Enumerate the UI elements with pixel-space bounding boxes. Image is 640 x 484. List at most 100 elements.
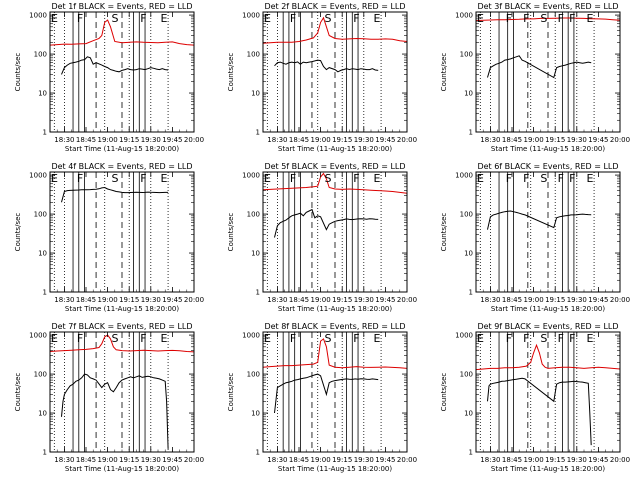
x-axis-label: Start Time (11-Aug-15 18:20:00): [278, 465, 392, 473]
y-tick-label: 1000: [29, 172, 47, 180]
x-axis-label: Start Time (11-Aug-15 18:20:00): [491, 305, 605, 313]
chart-title: Det 8f BLACK = Events, RED = LLD: [264, 322, 405, 331]
x-tick-label: 19:45: [588, 296, 608, 304]
chart-plot-area: [263, 332, 407, 452]
chart-plot-area: [263, 12, 407, 132]
flag-label-e: E: [160, 332, 167, 345]
y-tick-label: 10: [38, 250, 47, 258]
x-tick-label: 19:30: [354, 296, 374, 304]
lld-series-line: [263, 172, 407, 194]
events-series-line: [487, 377, 592, 446]
flag-label-f: F: [290, 332, 296, 345]
x-tick-label: 19:15: [545, 136, 565, 144]
y-tick-label: 10: [38, 90, 47, 98]
flag-label-f: F: [140, 172, 146, 185]
flag-label-f: F: [140, 12, 146, 25]
y-tick-label: 1: [469, 129, 473, 137]
events-series-line: [61, 56, 169, 75]
x-axis-label: Start Time (11-Aug-15 18:20:00): [278, 305, 392, 313]
x-tick-label: 20:00: [397, 296, 417, 304]
y-tick-label: 100: [34, 51, 47, 59]
flag-label-f: F: [558, 12, 564, 25]
flag-label-e: E: [477, 12, 484, 25]
x-axis-label: Start Time (11-Aug-15 18:20:00): [65, 465, 179, 473]
x-tick-label: 19:00: [98, 456, 118, 464]
chart-plot-area: [53, 172, 169, 292]
y-axis-label: Counts/sec: [227, 213, 235, 252]
y-tick-label: 10: [464, 90, 473, 98]
x-tick-label: 18:30: [54, 136, 74, 144]
x-tick-label: 19:30: [567, 296, 587, 304]
x-tick-label: 18:45: [502, 136, 522, 144]
x-tick-label: 18:30: [267, 296, 287, 304]
x-tick-label: 19:00: [311, 456, 331, 464]
y-tick-label: 10: [251, 250, 260, 258]
y-tick-label: 1000: [242, 332, 260, 340]
flag-label-s: S: [540, 332, 547, 345]
x-tick-label: 20:00: [610, 456, 630, 464]
x-tick-label: 19:15: [332, 456, 352, 464]
x-tick-label: 18:30: [267, 456, 287, 464]
y-tick-label: 100: [247, 51, 260, 59]
flag-label-f: F: [558, 332, 564, 345]
flag-label-f: F: [353, 332, 359, 345]
x-tick-label: 19:45: [162, 136, 182, 144]
x-tick-label: 18:45: [289, 296, 309, 304]
flag-label-e: E: [51, 332, 58, 345]
x-axis-label: Start Time (11-Aug-15 18:20:00): [491, 465, 605, 473]
flag-label-e: E: [264, 12, 271, 25]
flag-label-f: F: [558, 172, 564, 185]
x-tick-label: 20:00: [184, 456, 204, 464]
y-tick-label: 100: [34, 211, 47, 219]
flag-label-f: F: [506, 332, 512, 345]
x-tick-label: 18:30: [480, 136, 500, 144]
y-tick-label: 10: [251, 410, 260, 418]
x-tick-label: 18:45: [502, 456, 522, 464]
flag-label-f: F: [353, 12, 359, 25]
x-tick-label: 18:45: [289, 456, 309, 464]
lld-series-line: [476, 17, 620, 22]
y-tick-label: 10: [38, 410, 47, 418]
flag-label-f: F: [290, 12, 296, 25]
y-tick-label: 100: [34, 371, 47, 379]
x-tick-label: 18:45: [76, 296, 96, 304]
x-tick-label: 19:15: [119, 136, 139, 144]
y-tick-label: 1: [43, 449, 47, 457]
y-tick-label: 100: [460, 371, 473, 379]
chart-title: Det 6f BLACK = Events, RED = LLD: [477, 162, 618, 171]
y-axis-label: Counts/sec: [440, 53, 448, 92]
x-tick-label: 19:15: [545, 296, 565, 304]
x-tick-label: 18:30: [54, 296, 74, 304]
x-tick-label: 18:30: [480, 456, 500, 464]
flag-label-s: S: [111, 12, 118, 25]
flag-label-s: S: [540, 12, 547, 25]
x-tick-label: 18:45: [76, 136, 96, 144]
x-axis-label: Start Time (11-Aug-15 18:20:00): [491, 145, 605, 153]
x-tick-label: 19:00: [311, 136, 331, 144]
x-tick-label: 19:00: [524, 136, 544, 144]
flag-label-e: E: [51, 12, 58, 25]
x-tick-label: 19:00: [98, 296, 118, 304]
x-tick-label: 19:15: [119, 296, 139, 304]
x-tick-label: 19:45: [162, 456, 182, 464]
y-tick-label: 1000: [242, 172, 260, 180]
flag-label-e: E: [373, 172, 380, 185]
x-tick-label: 20:00: [397, 136, 417, 144]
flag-label-f: F: [523, 12, 529, 25]
flag-label-s: S: [324, 12, 331, 25]
y-tick-label: 1: [256, 129, 260, 137]
chart-plot-area: [263, 172, 407, 292]
y-tick-label: 1000: [455, 172, 473, 180]
x-tick-label: 19:30: [567, 136, 587, 144]
y-tick-label: 1: [43, 289, 47, 297]
x-tick-label: 18:30: [480, 296, 500, 304]
x-tick-label: 18:45: [502, 296, 522, 304]
lld-series-line: [50, 19, 194, 46]
flag-label-e: E: [160, 12, 167, 25]
x-tick-label: 19:15: [332, 136, 352, 144]
